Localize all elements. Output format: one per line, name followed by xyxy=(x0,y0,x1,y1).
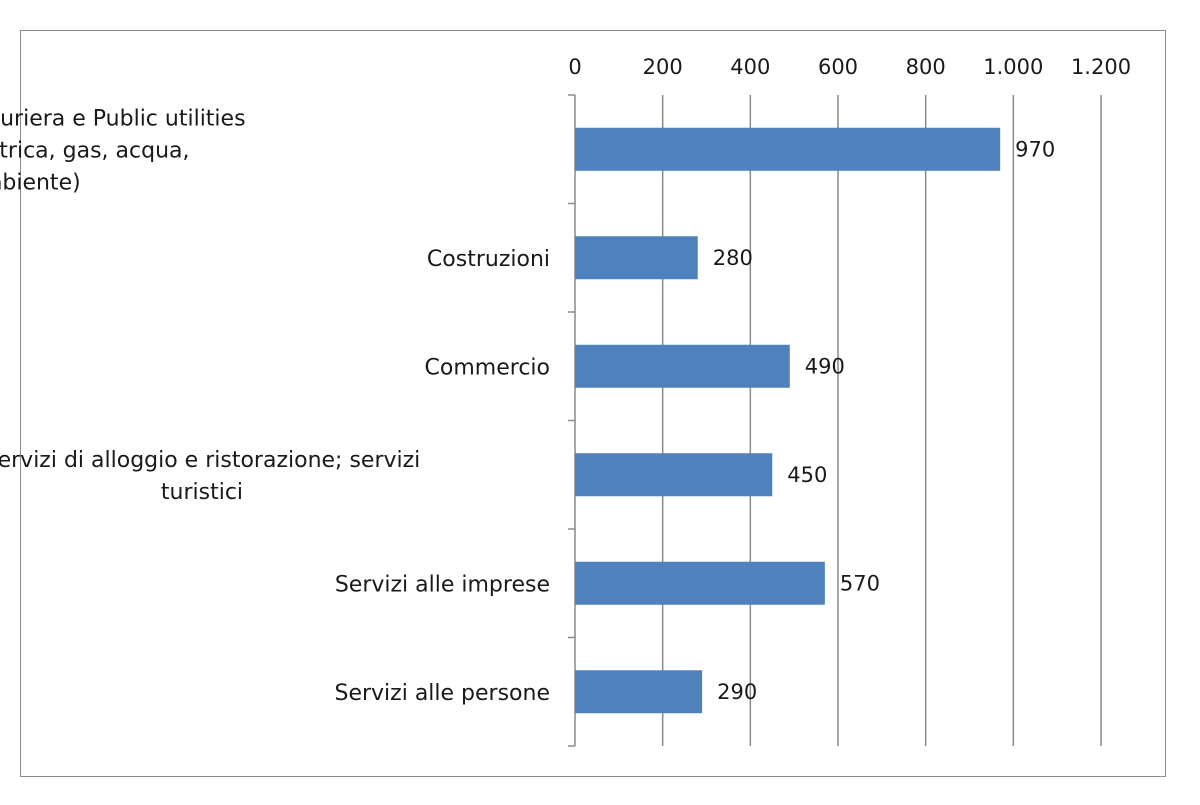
data-label-0: 970 xyxy=(1015,137,1055,161)
data-label-5: 290 xyxy=(717,680,757,704)
x-tick-label-6: 1.200 xyxy=(1071,55,1131,79)
category-label-3: Servizi di alloggio e ristorazione; serv… xyxy=(0,448,420,505)
x-tick-label-1: 200 xyxy=(643,55,683,79)
bar-4 xyxy=(575,561,825,605)
category-label-2: Commercio xyxy=(425,355,550,380)
category-label-5: Servizi alle persone xyxy=(334,681,550,706)
bar-5 xyxy=(575,670,703,714)
bar-2 xyxy=(575,344,790,388)
bar-3 xyxy=(575,453,773,497)
x-tick-label-5: 1.000 xyxy=(983,55,1043,79)
data-label-3: 450 xyxy=(787,463,827,487)
x-tick-label-4: 800 xyxy=(906,55,946,79)
bar-0 xyxy=(575,127,1001,171)
data-label-1: 280 xyxy=(713,246,753,270)
data-label-2: 490 xyxy=(805,354,845,378)
category-label-1: Costruzioni xyxy=(427,247,550,272)
category-label-4: Servizi alle imprese xyxy=(335,572,550,597)
data-label-4: 570 xyxy=(840,571,880,595)
x-tick-label-3: 600 xyxy=(818,55,858,79)
category-label-0: Industria manifatturiera e Public utilit… xyxy=(0,106,246,195)
bar-1 xyxy=(575,236,698,280)
x-tick-label-0: 0 xyxy=(568,55,581,79)
x-tick-label-2: 400 xyxy=(730,55,770,79)
